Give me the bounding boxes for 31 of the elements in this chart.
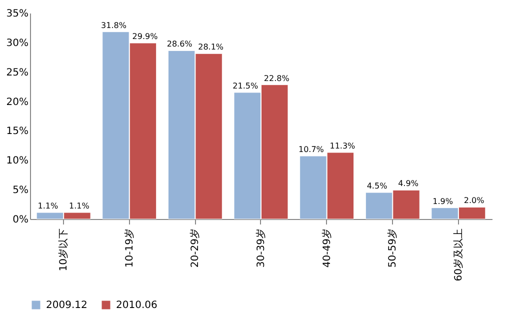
y-tick-label: 20% bbox=[6, 96, 28, 108]
y-tick-label: 0% bbox=[12, 214, 28, 226]
data-label: 1.1% bbox=[69, 202, 90, 211]
legend-label: 2010.06 bbox=[116, 300, 158, 311]
x-tick-label: 60岁及以上 bbox=[452, 228, 464, 282]
data-label: 21.5% bbox=[232, 81, 258, 90]
data-label: 29.9% bbox=[132, 32, 158, 42]
data-label: 28.6% bbox=[166, 40, 193, 49]
x-tick-label: 50-59岁 bbox=[386, 228, 399, 268]
data-label: 11.3% bbox=[330, 141, 356, 150]
y-tick-label: 5% bbox=[12, 185, 28, 196]
data-label: 22.8% bbox=[264, 74, 290, 83]
x-tick-label: 30-39岁 bbox=[255, 228, 267, 268]
legend-label: 2009.12 bbox=[46, 300, 88, 311]
y-tick-label: 10% bbox=[6, 156, 28, 167]
x-tick-label: 20-29岁 bbox=[189, 228, 202, 268]
y-tick-label: 30% bbox=[6, 38, 28, 49]
data-label: 4.5% bbox=[366, 182, 388, 191]
data-label: 1.9% bbox=[432, 196, 454, 206]
data-label: 10.7% bbox=[298, 145, 324, 154]
data-label: 31.8% bbox=[101, 20, 127, 30]
data-label: 4.9% bbox=[398, 179, 419, 188]
data-label: 2.0% bbox=[464, 196, 485, 206]
data-label: 28.1% bbox=[198, 42, 224, 52]
y-tick-label: 35% bbox=[6, 8, 28, 20]
x-tick-label: 10-19岁 bbox=[123, 228, 136, 268]
y-tick-label: 15% bbox=[6, 126, 28, 138]
x-tick-label: 40-49岁 bbox=[320, 228, 333, 268]
x-tick-label: 10岁以下 bbox=[58, 228, 70, 272]
data-label: 1.1% bbox=[38, 202, 58, 211]
y-tick-label: 25% bbox=[6, 67, 28, 78]
